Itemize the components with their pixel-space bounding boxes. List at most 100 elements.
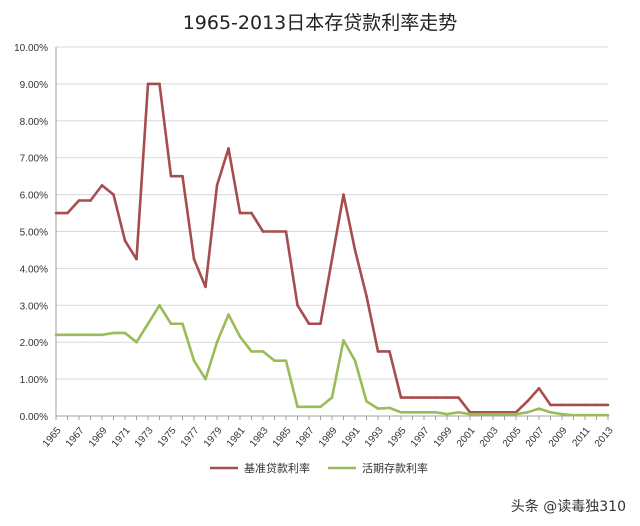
data-point	[457, 411, 460, 414]
data-point	[595, 403, 598, 407]
data-point	[77, 333, 81, 337]
x-tick-label: 1999	[432, 425, 455, 449]
data-point	[146, 82, 150, 86]
data-point	[319, 405, 322, 409]
x-tick-label: 1983	[248, 425, 271, 449]
data-point	[123, 331, 127, 335]
data-point	[215, 184, 219, 187]
y-tick-label: 7.00%	[20, 154, 48, 165]
data-point	[399, 396, 403, 399]
data-point	[583, 413, 587, 417]
data-point	[66, 211, 69, 215]
series-line-1	[56, 82, 608, 414]
data-point	[215, 340, 219, 344]
y-tick-label: 10.00%	[14, 43, 48, 54]
data-point	[273, 359, 276, 362]
x-tick-label: 1979	[202, 425, 225, 449]
data-point	[330, 396, 334, 399]
data-point	[261, 350, 265, 353]
data-point	[491, 412, 495, 416]
y-tick-label: 2.00%	[20, 338, 48, 349]
data-point	[250, 211, 253, 215]
x-tick-label: 1987	[294, 425, 317, 449]
data-point	[135, 257, 138, 261]
data-point	[411, 396, 414, 399]
watermark-text: 头条 @读毒独310	[510, 499, 626, 515]
x-tick-label: 1981	[225, 425, 248, 449]
data-point	[595, 413, 598, 417]
y-tick-label: 5.00%	[20, 228, 48, 239]
data-point	[365, 399, 368, 403]
data-point	[169, 322, 173, 326]
data-point	[376, 407, 380, 410]
data-point	[572, 413, 575, 417]
data-point	[411, 411, 414, 414]
data-point	[54, 333, 58, 337]
data-point	[307, 405, 311, 409]
data-point	[146, 322, 150, 326]
x-tick-label: 2013	[593, 425, 616, 449]
x-tick-label: 1975	[156, 425, 179, 449]
data-point	[445, 396, 449, 399]
data-point	[238, 211, 242, 215]
data-point	[273, 230, 276, 233]
y-tick-label: 6.00%	[20, 191, 48, 202]
data-point	[307, 322, 311, 326]
y-tick-label: 1.00%	[20, 375, 48, 386]
data-point	[365, 294, 368, 298]
data-point	[261, 230, 265, 233]
data-point	[123, 239, 127, 243]
x-tick-label: 2011	[570, 425, 593, 449]
data-point	[284, 230, 288, 233]
data-point	[284, 359, 288, 362]
data-point	[54, 211, 58, 215]
data-point	[353, 359, 357, 362]
data-point	[514, 412, 518, 416]
data-point	[376, 350, 380, 353]
x-tick-label: 1997	[409, 425, 432, 449]
data-point	[319, 322, 322, 326]
data-point	[169, 174, 173, 178]
x-tick-label: 1965	[41, 425, 64, 449]
data-point	[66, 333, 69, 337]
y-tick-label: 3.00%	[20, 301, 48, 312]
data-point	[537, 407, 541, 410]
data-point	[89, 199, 92, 202]
data-point	[388, 406, 391, 410]
data-point	[526, 411, 529, 414]
chart-title: 1965-2013日本存贷款利率走势	[182, 12, 458, 34]
data-point	[583, 403, 587, 407]
y-tick-label: 8.00%	[20, 117, 48, 128]
data-point	[112, 331, 115, 335]
data-point	[238, 335, 242, 338]
data-point	[560, 403, 564, 407]
data-point	[204, 285, 207, 289]
x-tick-label: 1993	[363, 425, 386, 449]
data-point	[422, 396, 426, 399]
data-point	[158, 82, 161, 86]
data-point	[560, 412, 564, 416]
x-tick-label: 1973	[133, 425, 156, 449]
x-tick-label: 1985	[271, 425, 294, 449]
data-point	[342, 193, 345, 196]
data-point	[100, 333, 104, 337]
x-tick-label: 2001	[455, 425, 478, 449]
x-tick-label: 1989	[317, 425, 340, 449]
data-point	[457, 396, 460, 399]
data-point	[158, 304, 161, 307]
data-point	[112, 193, 115, 196]
x-tick-label: 1995	[386, 425, 409, 449]
data-point	[606, 413, 610, 417]
x-tick-label: 1971	[110, 425, 133, 449]
y-tick-label: 9.00%	[20, 80, 48, 91]
data-point	[89, 333, 92, 337]
data-point	[572, 403, 575, 407]
x-tick-label: 2009	[547, 425, 570, 449]
data-point	[135, 340, 138, 344]
data-point	[342, 339, 345, 342]
data-point	[445, 412, 449, 416]
data-point	[181, 174, 184, 178]
legend-label-2: 活期存款利率	[362, 461, 428, 475]
data-point	[296, 405, 299, 409]
